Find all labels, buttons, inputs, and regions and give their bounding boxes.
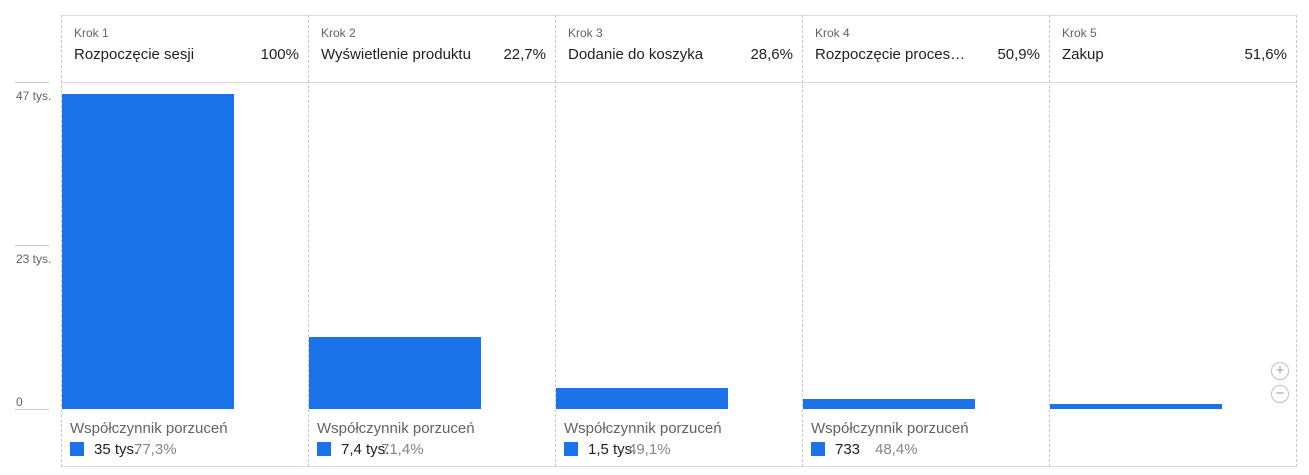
abandonment-rate: 77,3% (134, 441, 177, 458)
column-divider (1049, 15, 1050, 467)
funnel-step-3[interactable]: Krok 3 Dodanie do koszyka 28,6% Współczy… (556, 16, 803, 468)
funnel-bar[interactable] (309, 337, 481, 409)
funnel-step-4[interactable]: Krok 4 Rozpoczęcie procesu płatności 50,… (803, 16, 1050, 468)
footer-bottom-rule (62, 466, 1297, 467)
funnel-bar[interactable] (556, 388, 728, 409)
step-percentage: 28,6% (750, 46, 793, 63)
step-percentage: 50,9% (997, 46, 1040, 63)
step-name: Rozpoczęcie sesji (74, 46, 195, 63)
step-number: Krok 1 (74, 26, 109, 40)
abandonment-label: Współczynnik porzuceń (317, 420, 475, 437)
funnel-step-5[interactable]: Krok 5 Zakup 51,6% (1050, 16, 1297, 468)
header-bottom-rule (62, 82, 1297, 83)
abandonment-count: 7,4 tys. (341, 441, 390, 458)
abandonment-rate: 71,4% (381, 441, 424, 458)
funnel-bar[interactable] (1050, 404, 1222, 409)
step-number: Krok 4 (815, 26, 850, 40)
column-divider (1296, 15, 1297, 467)
abandonment-rate: 48,4% (875, 441, 918, 458)
step-percentage: 22,7% (503, 46, 546, 63)
y-tick-line (15, 82, 49, 83)
y-tick-line (15, 245, 49, 246)
abandonment-count: 35 tys. (94, 441, 139, 458)
step-number: Krok 5 (1062, 26, 1097, 40)
step-name: Zakup (1062, 46, 1104, 63)
column-divider (802, 15, 803, 467)
column-divider (555, 15, 556, 467)
header-top-rule (62, 15, 1297, 16)
y-tick-line (15, 409, 49, 410)
y-tick-label: 23 tys. (16, 252, 52, 266)
column-divider (308, 15, 309, 467)
funnel-bar[interactable] (62, 94, 234, 409)
funnel-step-2[interactable]: Krok 2 Wyświetlenie produktu 22,7% Współ… (309, 16, 556, 468)
step-name: Wyświetlenie produktu (321, 46, 471, 63)
zoom-out-icon[interactable]: − (1271, 385, 1289, 403)
step-number: Krok 3 (568, 26, 603, 40)
funnel-bar[interactable] (803, 399, 975, 409)
column-divider (61, 15, 62, 467)
y-tick-label: 0 (16, 395, 23, 409)
zoom-in-icon[interactable]: + (1271, 362, 1289, 380)
abandonment-label: Współczynnik porzuceń (811, 420, 969, 437)
abandonment-label: Współczynnik porzuceń (70, 420, 228, 437)
abandonment-count: 1,5 tys. (588, 441, 637, 458)
abandonment-label: Współczynnik porzuceń (564, 420, 722, 437)
step-percentage: 100% (260, 46, 299, 63)
step-number: Krok 2 (321, 26, 356, 40)
series-swatch (317, 442, 331, 456)
series-swatch (564, 442, 578, 456)
series-swatch (811, 442, 825, 456)
abandonment-count: 733 (835, 441, 861, 458)
step-percentage: 51,6% (1244, 46, 1287, 63)
y-tick-label: 47 tys. (16, 89, 52, 103)
step-name: Rozpoczęcie procesu płatności (815, 46, 967, 63)
funnel-step-1[interactable]: Krok 1 Rozpoczęcie sesji 100% Współczynn… (62, 16, 309, 468)
abandonment-rate: 49,1% (628, 441, 671, 458)
series-swatch (70, 442, 84, 456)
step-name: Dodanie do koszyka (568, 46, 704, 63)
